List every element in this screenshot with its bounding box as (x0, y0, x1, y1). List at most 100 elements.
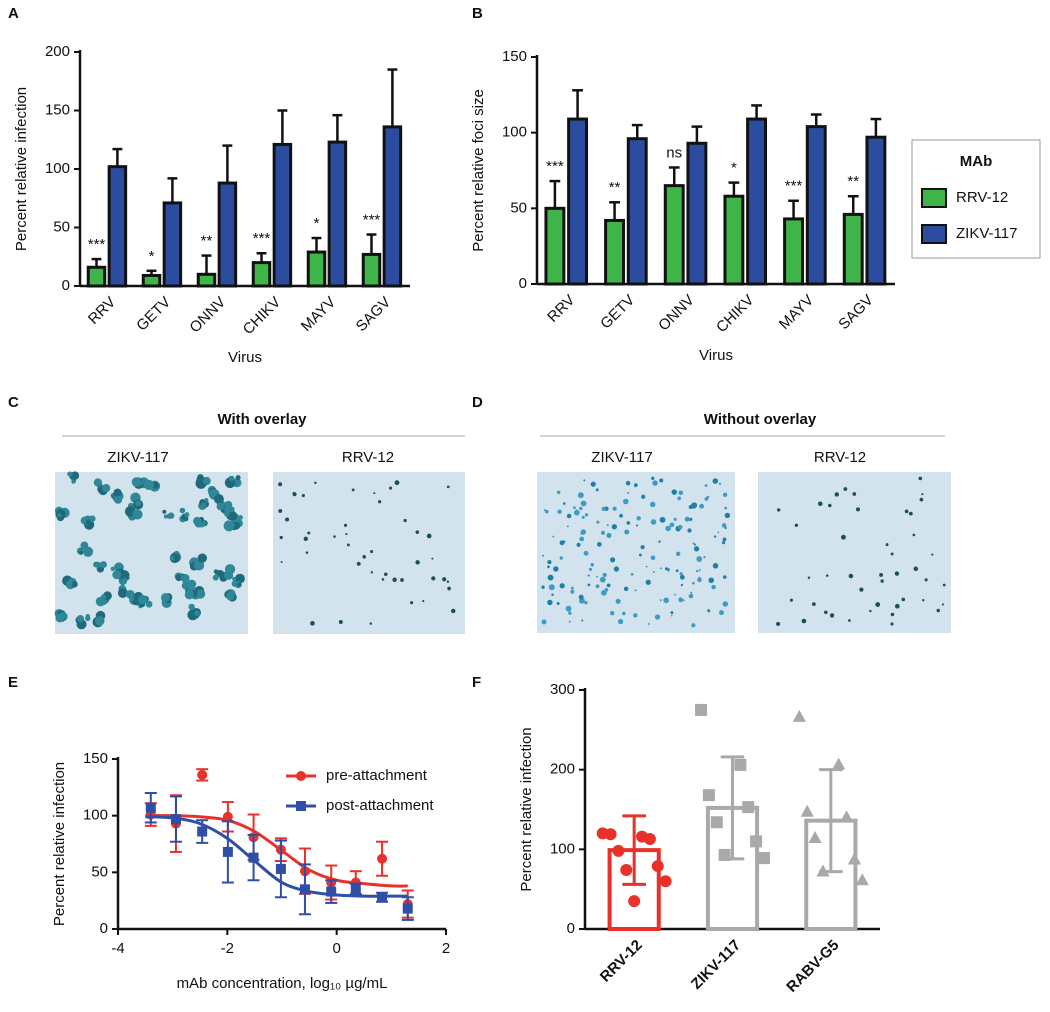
stain (450, 608, 456, 614)
stain (650, 519, 657, 525)
stain (645, 579, 651, 585)
y-tick-label: 100 (45, 160, 70, 177)
stain (333, 535, 336, 538)
bar (663, 184, 685, 286)
stain (610, 557, 616, 563)
stain (595, 584, 600, 589)
stain (841, 534, 846, 540)
stain (89, 515, 96, 522)
stain (548, 584, 555, 591)
stain (238, 515, 243, 520)
stain (640, 545, 645, 550)
legend-label: RRV-12 (956, 189, 1008, 206)
stain (587, 574, 590, 577)
stain (606, 532, 612, 538)
stain (232, 576, 237, 582)
stain (568, 611, 572, 615)
stain (55, 613, 65, 623)
x-tick-label: ZIKV-117 (688, 937, 744, 993)
data-point (816, 864, 830, 877)
stain (179, 507, 186, 514)
stain (625, 480, 631, 486)
stain (547, 574, 554, 581)
stain (936, 608, 940, 613)
data-point (651, 860, 664, 873)
stain (590, 481, 596, 487)
stain (677, 496, 682, 501)
stain (722, 575, 727, 579)
stain (708, 577, 715, 584)
bar (327, 140, 348, 288)
stain (415, 530, 420, 534)
data-point (847, 852, 862, 865)
stain (583, 479, 586, 482)
stain (669, 522, 675, 528)
stain (663, 597, 669, 604)
y-tick-label: 50 (53, 218, 70, 235)
y-tick-label: 300 (550, 681, 575, 698)
stain (280, 560, 283, 563)
stain (216, 502, 225, 511)
bar (567, 117, 589, 286)
stain (557, 509, 562, 514)
y-tick-label: 150 (45, 101, 70, 118)
stain (579, 506, 583, 511)
stain (776, 621, 781, 626)
legend-swatch (921, 188, 947, 208)
stain (170, 556, 175, 561)
stain (904, 509, 909, 514)
y-tick-label: 50 (91, 863, 108, 880)
data-point (734, 758, 747, 771)
stain (345, 533, 348, 536)
stain (570, 586, 574, 590)
stain (595, 488, 599, 492)
stain (635, 524, 639, 527)
y-tick-label: 200 (550, 761, 575, 778)
y-axis-label: Percent relative foci size (470, 89, 487, 252)
stain (555, 567, 559, 571)
legend-label: post-attachment (326, 797, 434, 814)
panel-title: Without overlay (704, 411, 817, 428)
data-point (792, 709, 806, 722)
fit-curve (145, 815, 408, 898)
stain (630, 572, 634, 576)
stain (722, 537, 727, 542)
stain (690, 502, 697, 509)
x-tick-label: CHIKV (240, 294, 284, 338)
stain (547, 565, 550, 569)
stain (602, 572, 607, 578)
panel-letter: A (8, 5, 19, 22)
stain (559, 583, 565, 589)
image-label: ZIKV-117 (107, 449, 168, 466)
stain (894, 571, 900, 576)
stain (541, 619, 547, 625)
stain (228, 506, 235, 513)
stain (583, 550, 589, 556)
y-tick-label: 200 (45, 43, 70, 60)
data-point (710, 816, 723, 829)
panel-letter: F (472, 674, 481, 691)
stain (100, 594, 107, 600)
x-tick-label: GETV (597, 292, 638, 333)
stain (601, 589, 607, 596)
stain (634, 589, 637, 592)
stain (588, 567, 593, 571)
bar (382, 125, 403, 288)
stain (197, 553, 207, 563)
significance-label: * (149, 248, 155, 265)
x-tick-label: -4 (111, 940, 124, 957)
stain (623, 586, 629, 592)
stain (869, 609, 872, 613)
stain (431, 576, 436, 581)
stain (195, 589, 206, 599)
significance-label: * (731, 160, 737, 177)
stain (131, 477, 142, 487)
stain (722, 492, 728, 497)
y-axis-label: Percent relative infection (51, 762, 68, 926)
stain (908, 511, 913, 516)
y-tick-label: 0 (519, 275, 527, 292)
stain (680, 583, 684, 587)
stain (697, 577, 702, 583)
y-tick-label: 100 (502, 124, 527, 141)
stain (724, 506, 728, 510)
